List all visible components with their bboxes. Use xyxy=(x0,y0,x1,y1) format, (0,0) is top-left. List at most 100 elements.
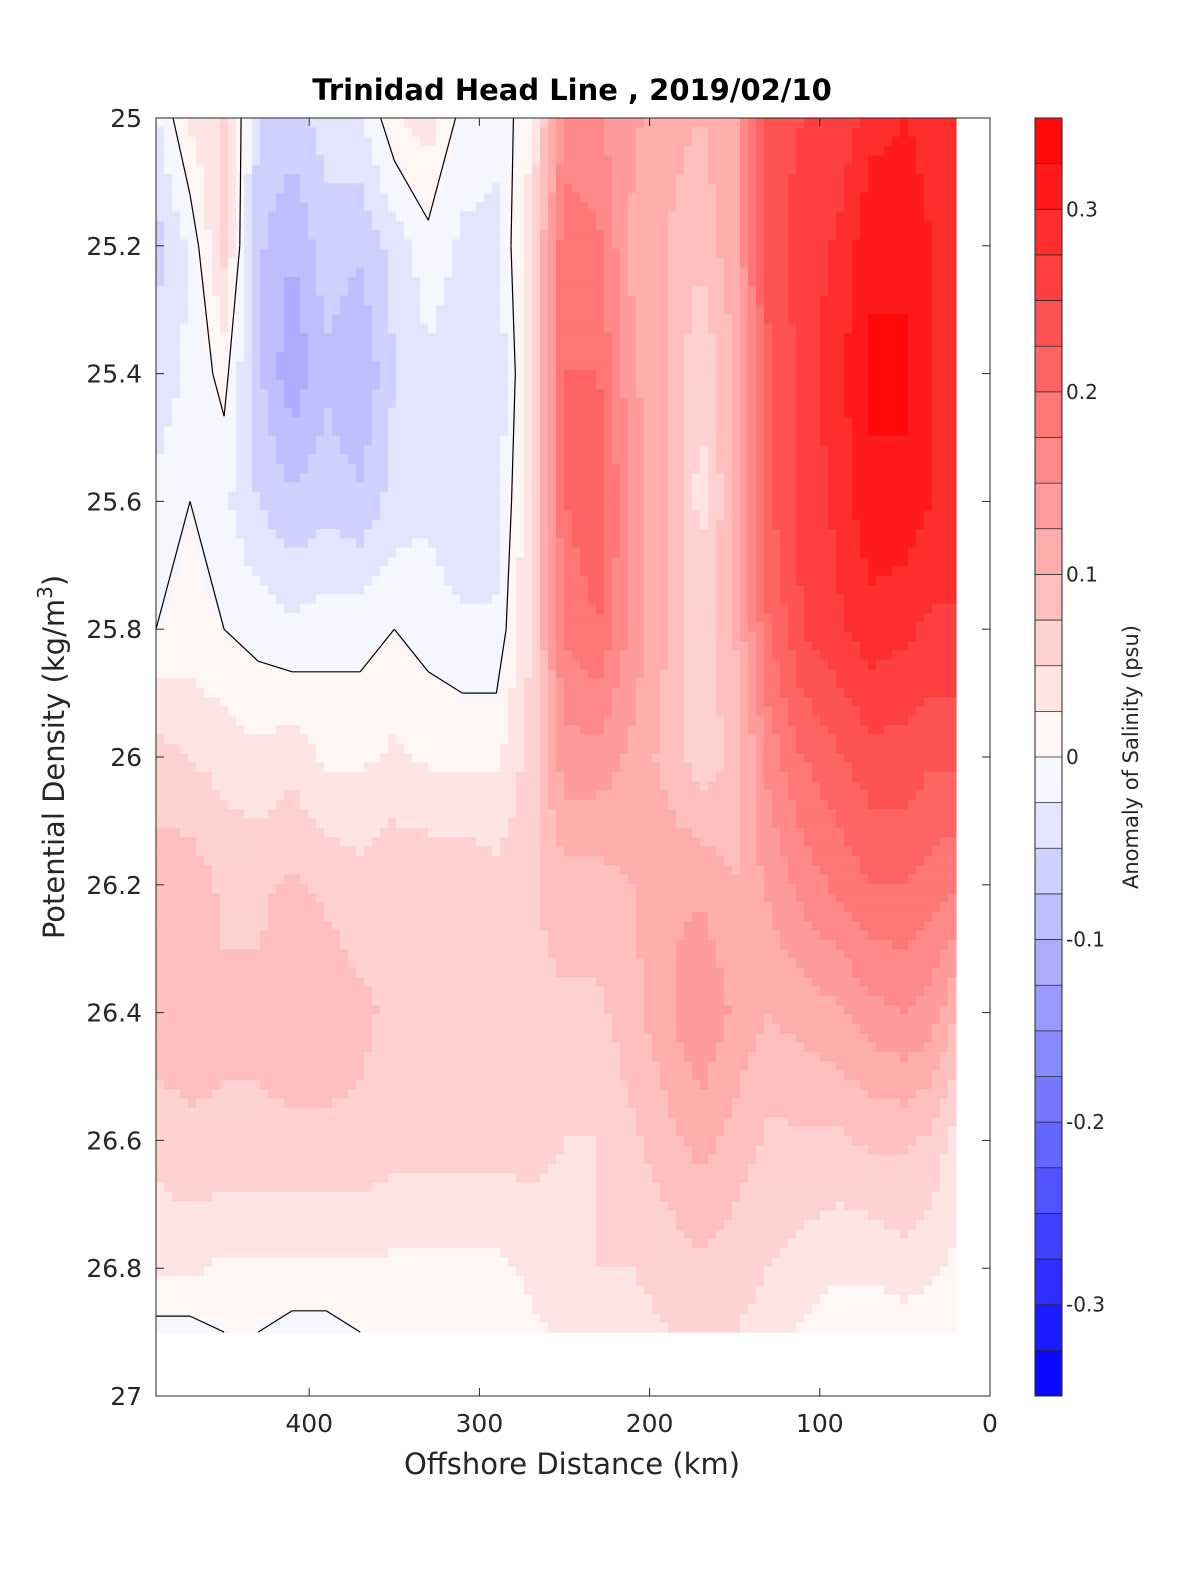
contour-cell xyxy=(156,136,165,147)
contour-cell xyxy=(763,510,773,521)
contour-cell xyxy=(523,435,533,446)
contour-cell xyxy=(371,136,381,147)
contour-cell xyxy=(164,286,173,297)
contour-cell xyxy=(411,388,421,399)
contour-cell xyxy=(867,556,877,567)
contour-cell xyxy=(403,547,413,558)
contour-cell xyxy=(555,528,565,539)
contour-cell xyxy=(371,351,381,362)
contour-cell xyxy=(451,323,461,334)
contour-cell xyxy=(643,370,653,381)
contour-cell xyxy=(363,463,373,474)
contour-cell xyxy=(523,164,533,175)
contour-cell xyxy=(947,463,957,474)
contour-cell xyxy=(907,202,917,212)
contour-cell xyxy=(275,211,285,222)
contour-cell xyxy=(883,351,893,362)
contour-cell xyxy=(491,575,501,586)
contour-cell xyxy=(731,202,741,212)
contour-cell xyxy=(755,323,765,334)
contour-cell xyxy=(707,332,717,343)
contour-cell xyxy=(315,248,325,259)
contour-cell xyxy=(627,370,637,381)
contour-cell xyxy=(427,164,437,175)
contour-cell xyxy=(164,211,173,222)
contour-cell xyxy=(835,164,845,175)
contour-cell xyxy=(627,118,637,128)
contour-cell xyxy=(172,510,181,521)
contour-cell xyxy=(667,538,677,549)
contour-cell xyxy=(252,444,261,455)
contour-cell xyxy=(867,566,877,577)
contour-cell xyxy=(387,342,397,353)
contour-cell xyxy=(579,155,589,166)
contour-cell xyxy=(180,379,189,390)
contour-cell xyxy=(907,454,917,465)
contour-cell xyxy=(172,463,181,474)
contour-cell xyxy=(411,547,421,558)
contour-cell xyxy=(659,276,669,287)
contour-cell xyxy=(347,482,357,493)
contour-cell xyxy=(875,276,885,287)
contour-cell xyxy=(347,155,357,166)
contour-cell xyxy=(675,332,685,343)
contour-cell xyxy=(611,323,621,334)
contour-cell xyxy=(611,174,621,184)
contour-cell xyxy=(619,556,629,567)
contour-cell xyxy=(603,220,613,231)
contour-cell xyxy=(579,566,589,577)
contour-cell xyxy=(180,547,189,558)
contour-cell xyxy=(715,463,725,474)
contour-cell xyxy=(547,426,557,437)
contour-cell xyxy=(299,351,309,362)
contour-cell xyxy=(371,164,381,175)
contour-cell xyxy=(236,323,245,334)
contour-cell xyxy=(563,379,573,390)
contour-cell xyxy=(411,435,421,446)
contour-cell xyxy=(212,183,221,194)
contour-cell xyxy=(427,267,437,278)
contour-cell xyxy=(443,136,453,147)
contour-cell xyxy=(180,323,189,334)
contour-cell xyxy=(563,183,573,194)
contour-cell xyxy=(427,220,437,231)
contour-cell xyxy=(331,398,341,409)
contour-cell xyxy=(579,276,589,287)
contour-cell xyxy=(675,211,685,222)
contour-cell xyxy=(188,258,197,269)
contour-cell xyxy=(491,286,501,297)
contour-cell xyxy=(212,258,221,269)
contour-cell xyxy=(803,575,813,586)
contour-cell xyxy=(267,454,277,465)
contour-cell xyxy=(315,528,325,539)
contour-cell xyxy=(291,304,301,315)
contour-cell xyxy=(252,118,261,128)
contour-cell xyxy=(539,220,549,231)
contour-cell xyxy=(451,444,461,455)
contour-cell xyxy=(931,444,941,455)
contour-cell xyxy=(475,491,485,502)
contour-cell xyxy=(675,370,685,381)
contour-cell xyxy=(403,379,413,390)
contour-cell xyxy=(931,118,941,128)
contour-cell xyxy=(244,136,253,147)
contour-cell xyxy=(699,174,709,184)
contour-cell xyxy=(883,528,893,539)
contour-cell xyxy=(595,202,605,212)
contour-cell xyxy=(947,276,957,287)
contour-cell xyxy=(228,472,237,483)
contour-cell xyxy=(835,351,845,362)
contour-cell xyxy=(156,379,165,390)
contour-cell xyxy=(787,370,797,381)
contour-cell xyxy=(196,183,205,194)
contour-cell xyxy=(595,491,605,502)
contour-cell xyxy=(220,136,229,147)
contour-cell xyxy=(747,360,757,371)
contour-cell xyxy=(699,472,709,483)
contour-cell xyxy=(587,258,597,269)
contour-cell xyxy=(323,146,333,156)
contour-cell xyxy=(443,491,453,502)
contour-cell xyxy=(259,370,269,381)
contour-cell xyxy=(907,472,917,483)
contour-cell xyxy=(587,500,597,511)
